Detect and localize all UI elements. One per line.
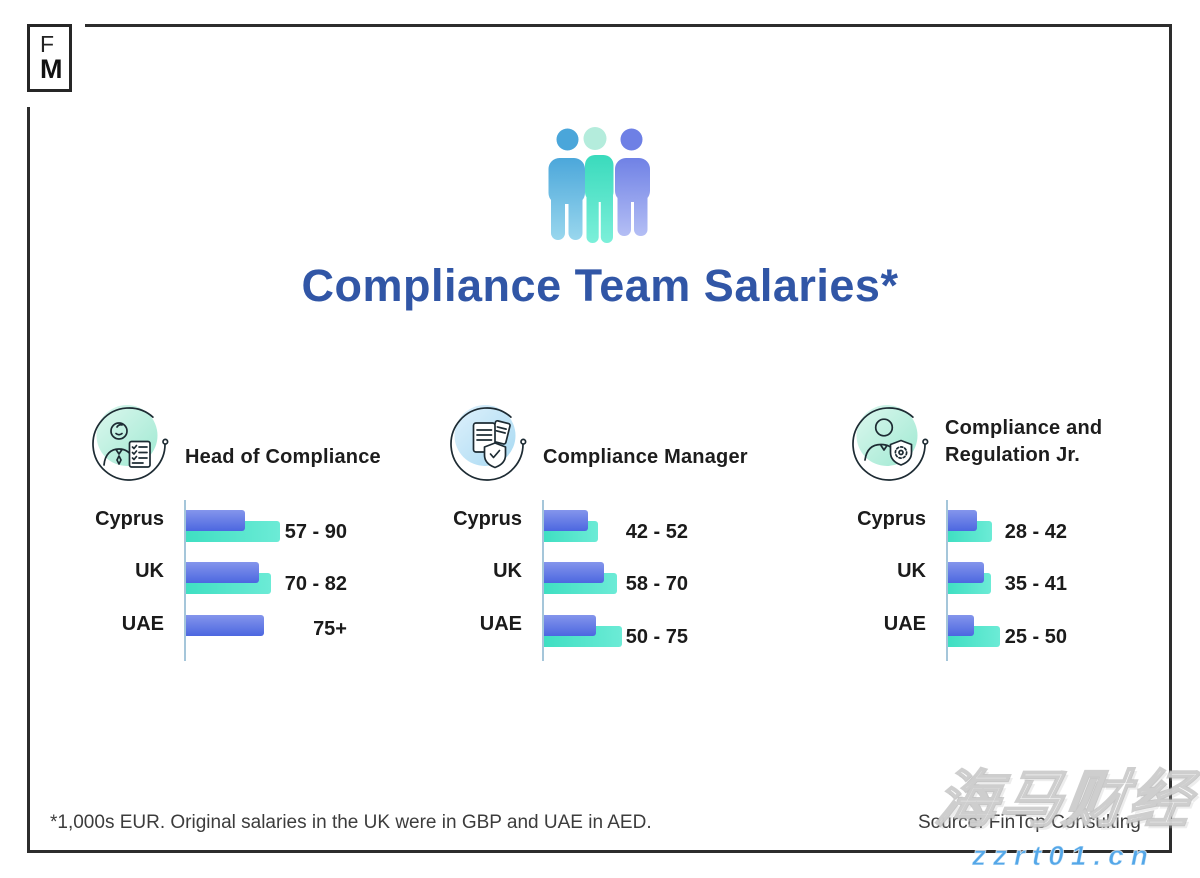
section-title: Head of Compliance [185, 446, 381, 468]
country-label: Cyprus [453, 508, 522, 530]
page-title: Compliance Team Salaries* [301, 260, 899, 311]
country-label: UAE [479, 613, 522, 635]
country-label: UAE [883, 613, 926, 635]
person-middle [585, 155, 614, 243]
value-label: 35 - 41 [1004, 573, 1067, 595]
country-label: UK [135, 560, 164, 582]
logo-letter-m: M [40, 54, 63, 84]
value-label: 50 - 75 [625, 626, 688, 648]
footnote: *1,000s EUR. Original salaries in the UK… [50, 812, 652, 833]
section-compliance-manager: Compliance Manager Cyprus 42 - 52 UK 58 - 7… [446, 400, 761, 685]
country-label: Cyprus [857, 508, 926, 530]
bar-range-low [544, 510, 588, 531]
bar-range-low [186, 562, 259, 583]
section-compliance-regulation-jr: Compliance and Regulation Jr. Cyprus 28 -… [848, 400, 1163, 685]
value-label: 25 - 50 [1004, 626, 1067, 648]
frame-bottom [27, 850, 1172, 853]
value-label: 70 - 82 [284, 573, 347, 595]
section-title: Compliance Manager [543, 446, 748, 468]
logo-letter-f: F [40, 31, 55, 57]
person-middle-head [583, 127, 607, 150]
frame-top [85, 24, 1169, 27]
bar-range-low [544, 562, 604, 583]
watermark-cn-text: 海马财经 [930, 765, 1198, 836]
bar-range-low [186, 510, 245, 531]
axis-line [542, 500, 544, 661]
axis-line [184, 500, 186, 661]
documents-shield-icon [446, 402, 532, 488]
country-label: UK [897, 560, 926, 582]
value-label: 58 - 70 [625, 573, 688, 595]
bar-range-low [544, 615, 596, 636]
fm-logo: F M [27, 24, 72, 92]
watermark-site-text: zzrt01.cn [972, 840, 1155, 871]
bar-range-low [948, 562, 984, 583]
country-label: UK [493, 560, 522, 582]
country-label: Cyprus [95, 508, 164, 530]
value-label: 75+ [313, 618, 347, 640]
bar-range-low [186, 615, 264, 636]
section-head-of-compliance: Head of Compliance Cyprus 57 - 90 UK 70 - 8… [88, 400, 403, 685]
section-title: Compliance and Regulation Jr. [945, 417, 1103, 466]
bar-range-low [948, 615, 974, 636]
country-label: UAE [121, 613, 164, 635]
team-people-icon [548, 127, 650, 243]
salary-chart-compliance-regulation-jr: Cyprus 28 - 42 UK 35 - 41 UAE 25 - 50 [848, 498, 1163, 673]
value-label: 57 - 90 [284, 521, 347, 543]
salary-chart-head-of-compliance: Cyprus 57 - 90 UK 70 - 82 UAE 75+ [88, 498, 403, 673]
frame-left [27, 107, 30, 850]
axis-line [946, 500, 948, 661]
frame-right [1169, 24, 1172, 853]
person-right [615, 128, 650, 236]
value-label: 42 - 52 [625, 521, 688, 543]
person-shield-gear-icon [848, 402, 934, 488]
person-checklist-icon [88, 402, 174, 488]
source-credit: Source: FinTop Consulting [918, 812, 1141, 833]
person-left [548, 128, 585, 240]
value-label: 28 - 42 [1004, 521, 1067, 543]
bar-range-low [948, 510, 977, 531]
salary-chart-compliance-manager: Cyprus 42 - 52 UK 58 - 70 UAE 50 - 75 [446, 498, 761, 673]
